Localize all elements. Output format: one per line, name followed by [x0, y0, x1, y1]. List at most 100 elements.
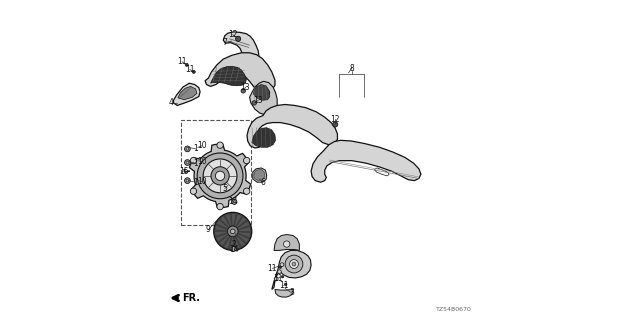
Polygon shape	[237, 234, 249, 243]
Polygon shape	[311, 140, 421, 182]
Text: 10: 10	[197, 141, 207, 150]
Polygon shape	[236, 235, 246, 247]
Text: 12: 12	[228, 30, 237, 39]
Circle shape	[192, 70, 195, 73]
Polygon shape	[231, 213, 236, 226]
Circle shape	[186, 148, 189, 150]
Circle shape	[211, 167, 229, 185]
Polygon shape	[274, 235, 300, 251]
Polygon shape	[205, 53, 275, 92]
Text: 5: 5	[222, 184, 227, 193]
Circle shape	[186, 161, 189, 164]
Circle shape	[284, 241, 290, 247]
Circle shape	[214, 212, 252, 251]
Text: 1: 1	[193, 178, 198, 187]
Circle shape	[333, 122, 338, 127]
Text: FR.: FR.	[182, 293, 200, 303]
Circle shape	[243, 188, 250, 194]
Circle shape	[185, 63, 188, 67]
Text: 12: 12	[330, 115, 340, 124]
Circle shape	[184, 160, 190, 165]
Circle shape	[292, 262, 296, 266]
Bar	[181, 120, 251, 225]
Text: 14: 14	[229, 245, 239, 254]
Circle shape	[216, 171, 225, 180]
Polygon shape	[215, 225, 228, 231]
Polygon shape	[237, 221, 250, 229]
Text: 11: 11	[268, 264, 277, 273]
Text: 8: 8	[349, 63, 354, 73]
Circle shape	[236, 36, 241, 41]
Text: 6: 6	[260, 178, 266, 187]
Polygon shape	[253, 168, 267, 182]
Polygon shape	[225, 169, 243, 192]
Circle shape	[275, 277, 278, 281]
Circle shape	[190, 157, 196, 164]
Circle shape	[243, 157, 250, 164]
Polygon shape	[178, 86, 197, 100]
Circle shape	[232, 199, 237, 204]
Circle shape	[279, 266, 282, 268]
Text: 2: 2	[231, 240, 236, 249]
Polygon shape	[247, 105, 337, 148]
Text: 1: 1	[193, 144, 198, 153]
Polygon shape	[275, 289, 293, 297]
Text: 15: 15	[179, 167, 188, 176]
Circle shape	[184, 178, 190, 183]
Text: 4: 4	[168, 99, 173, 108]
Text: 13: 13	[241, 83, 250, 92]
Text: 10: 10	[197, 177, 207, 186]
Circle shape	[285, 255, 303, 273]
Polygon shape	[219, 235, 230, 246]
Polygon shape	[253, 84, 270, 100]
Polygon shape	[272, 251, 311, 289]
Text: 11: 11	[177, 57, 187, 66]
Circle shape	[184, 146, 190, 152]
Polygon shape	[374, 168, 389, 176]
Polygon shape	[189, 144, 251, 208]
Polygon shape	[225, 213, 232, 227]
Polygon shape	[214, 231, 228, 236]
Circle shape	[203, 159, 237, 193]
Polygon shape	[250, 81, 277, 115]
Polygon shape	[173, 83, 200, 105]
Circle shape	[241, 89, 246, 93]
Polygon shape	[216, 220, 228, 229]
Polygon shape	[236, 217, 246, 228]
Circle shape	[230, 229, 235, 234]
Polygon shape	[234, 236, 241, 249]
Circle shape	[289, 260, 298, 268]
Circle shape	[284, 283, 287, 286]
Polygon shape	[224, 236, 232, 249]
Polygon shape	[216, 233, 228, 242]
Circle shape	[190, 188, 196, 194]
Polygon shape	[238, 232, 251, 237]
Text: 10: 10	[197, 157, 207, 166]
Circle shape	[186, 179, 189, 182]
Polygon shape	[230, 236, 234, 249]
Circle shape	[217, 142, 223, 148]
Polygon shape	[223, 32, 259, 62]
Polygon shape	[252, 128, 276, 147]
Circle shape	[231, 246, 236, 252]
Text: TZ54B0670: TZ54B0670	[436, 307, 472, 312]
Text: 11: 11	[279, 281, 288, 290]
Circle shape	[278, 270, 282, 274]
Polygon shape	[238, 227, 251, 231]
Polygon shape	[220, 216, 230, 228]
Text: 14: 14	[228, 197, 237, 206]
Circle shape	[282, 276, 284, 278]
Polygon shape	[255, 88, 270, 97]
Circle shape	[227, 226, 238, 237]
Polygon shape	[234, 214, 242, 227]
Circle shape	[280, 263, 284, 267]
Circle shape	[197, 153, 243, 199]
Text: 9: 9	[206, 225, 211, 234]
Polygon shape	[211, 67, 246, 86]
Circle shape	[217, 204, 223, 210]
Text: 11: 11	[273, 274, 283, 283]
Polygon shape	[254, 170, 265, 180]
Text: 11: 11	[185, 65, 195, 74]
Circle shape	[252, 101, 257, 105]
Text: 3: 3	[289, 288, 294, 297]
